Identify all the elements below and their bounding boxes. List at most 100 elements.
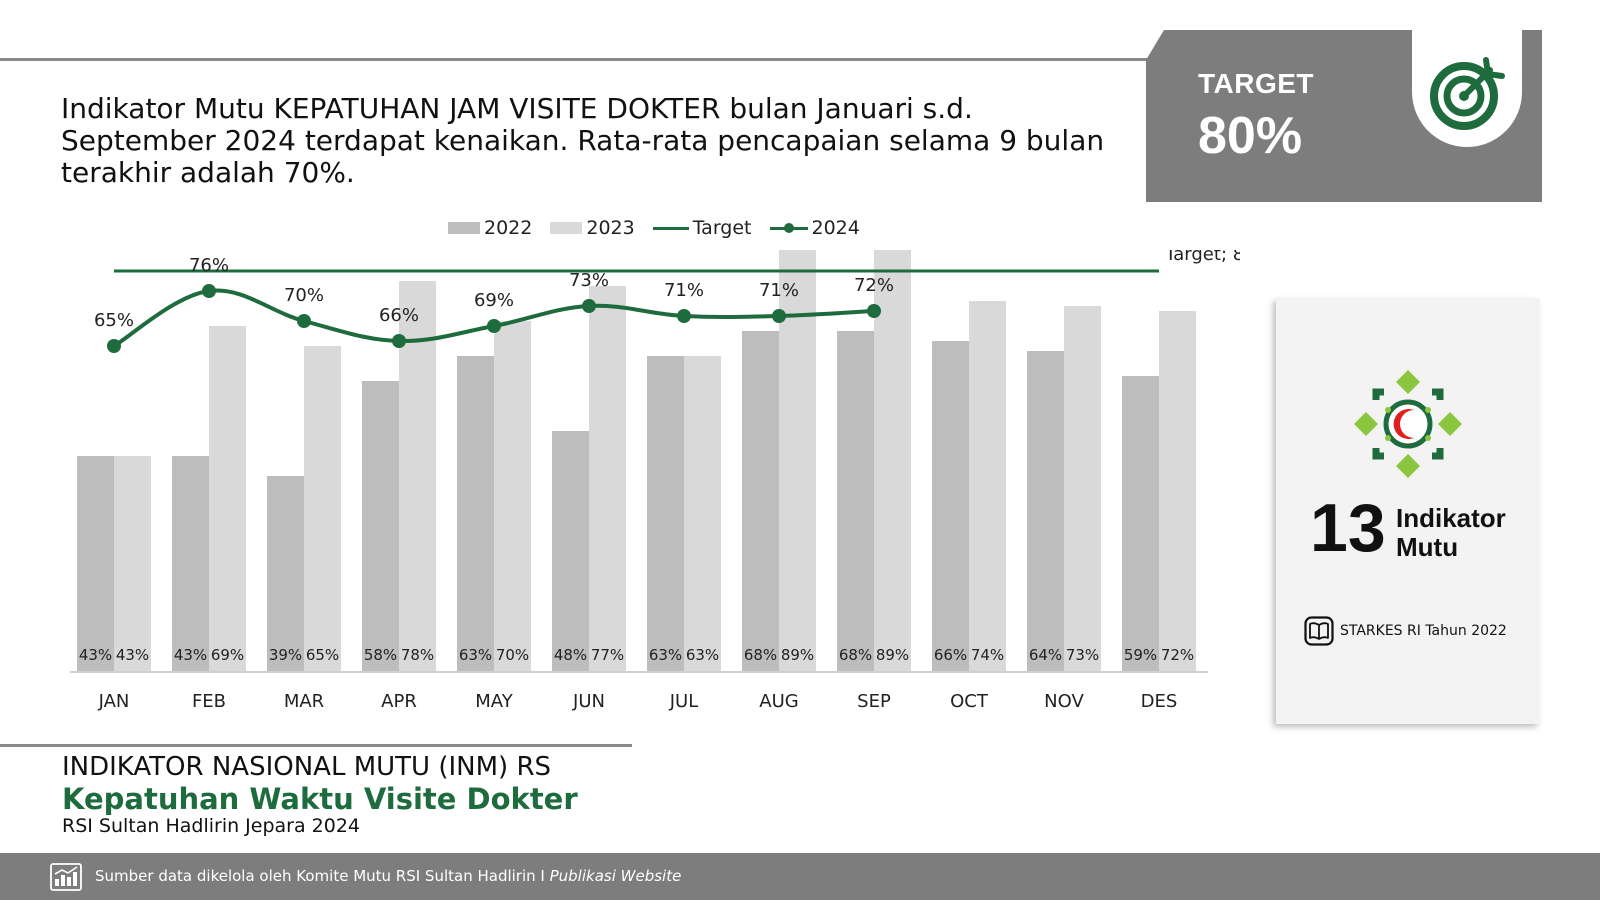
- bar-label-2022: 59%: [1124, 646, 1157, 664]
- bar-label-2023: 89%: [876, 646, 909, 664]
- target-line-label: Target; 80%: [1164, 250, 1240, 265]
- bar-2022: [362, 381, 399, 671]
- target-label: TARGET: [1198, 68, 1315, 99]
- point-2024: [297, 314, 311, 328]
- top-divider: [0, 58, 1160, 61]
- bar-2023: [304, 346, 341, 671]
- target-badge: [1412, 0, 1522, 147]
- legend-label-2023: 2023: [586, 217, 635, 239]
- point-2024: [107, 339, 121, 353]
- point-2024: [677, 309, 691, 323]
- point-2024: [392, 334, 406, 348]
- bar-2022: [172, 456, 209, 671]
- bar-label-2022: 39%: [269, 646, 302, 664]
- point-label-2024: 70%: [284, 285, 324, 306]
- bar-label-2023: 63%: [686, 646, 719, 664]
- point-label-2024: 71%: [664, 280, 704, 301]
- legend-swatch-2023: [550, 222, 583, 234]
- bar-2022: [1027, 351, 1064, 671]
- point-label-2024: 65%: [94, 310, 134, 331]
- source-text-main: Sumber data dikelola oleh Komite Mutu RS…: [95, 867, 550, 885]
- bar-label-2023: 77%: [591, 646, 624, 664]
- point-2024: [582, 299, 596, 313]
- x-tick-label: NOV: [1044, 691, 1084, 712]
- source-text: Sumber data dikelola oleh Komite Mutu RS…: [95, 867, 681, 885]
- bar-label-2023: 70%: [496, 646, 529, 664]
- bar-2022: [837, 331, 874, 671]
- legend-label-2024: 2024: [811, 217, 860, 239]
- point-label-2024: 73%: [569, 270, 609, 291]
- point-label-2024: 76%: [189, 255, 229, 276]
- bar-label-2022: 63%: [649, 646, 682, 664]
- point-2024: [772, 309, 786, 323]
- point-label-2024: 71%: [759, 280, 799, 301]
- bottom-divider: [0, 744, 632, 747]
- x-tick-label: JUN: [572, 691, 605, 712]
- bar-label-2023: 78%: [401, 646, 434, 664]
- target-icon: [1430, 57, 1505, 130]
- bar-2023: [1159, 311, 1196, 671]
- target-value: 80%: [1198, 107, 1303, 165]
- legend-item-target: Target: [652, 217, 752, 239]
- bar-2022: [1122, 376, 1159, 671]
- bar-2022: [742, 331, 779, 671]
- bar-2022: [267, 476, 304, 671]
- point-2024: [867, 304, 881, 318]
- bar-label-2023: 65%: [306, 646, 339, 664]
- bar-label-2022: 58%: [364, 646, 397, 664]
- legend-label-2022: 2022: [484, 217, 533, 239]
- bar-label-2023: 72%: [1161, 646, 1194, 664]
- indicator-source-text: STARKES RI Tahun 2022: [1340, 623, 1507, 639]
- indicator-card: 13 Indikator Mutu STARKES RI Tahun 2022: [1276, 298, 1540, 724]
- x-tick-label: MAR: [284, 691, 324, 712]
- legend-item-2024: 2024: [769, 217, 860, 239]
- source-text-italic: Publikasi Website: [549, 867, 682, 885]
- bar-label-2023: 74%: [971, 646, 1004, 664]
- footer-title: INDIKATOR NASIONAL MUTU (INM) RS: [62, 752, 552, 782]
- x-tick-label: APR: [381, 691, 417, 712]
- bar-2023: [684, 356, 721, 671]
- bar-2023: [589, 286, 626, 671]
- bar-2023: [969, 301, 1006, 671]
- point-label-2024: 66%: [379, 305, 419, 326]
- bar-label-2022: 48%: [554, 646, 587, 664]
- bar-2023: [874, 250, 911, 671]
- bar-2023: [779, 250, 816, 671]
- legend-item-2023: 2023: [550, 217, 635, 239]
- legend-label-target: Target: [692, 217, 752, 239]
- book-icon: [1304, 616, 1334, 646]
- x-tick-label: JAN: [98, 691, 130, 712]
- bar-label-2023: 43%: [116, 646, 149, 664]
- hospital-emblem-icon: [1354, 370, 1462, 478]
- bar-label-2022: 43%: [79, 646, 112, 664]
- bar-label-2022: 63%: [459, 646, 492, 664]
- bar-2023: [399, 281, 436, 671]
- bar-label-2023: 89%: [781, 646, 814, 664]
- x-tick-label: JUL: [669, 691, 699, 712]
- bar-2022: [457, 356, 494, 671]
- bar-2023: [114, 456, 151, 671]
- point-2024: [487, 319, 501, 333]
- bar-label-2022: 43%: [174, 646, 207, 664]
- x-tick-label: OCT: [950, 691, 989, 712]
- headline-text: Indikator Mutu KEPATUHAN JAM VISITE DOKT…: [61, 92, 1105, 189]
- bar-2023: [494, 321, 531, 671]
- x-tick-label: FEB: [192, 691, 226, 712]
- legend-swatch-target: [652, 226, 689, 230]
- footer-subtitle: Kepatuhan Waktu Visite Dokter: [62, 782, 578, 816]
- legend-swatch-2024: [769, 222, 808, 233]
- bar-2022: [552, 431, 589, 671]
- bar-2023: [209, 326, 246, 671]
- bar-label-2022: 68%: [839, 646, 872, 664]
- x-tick-label: MAY: [475, 691, 513, 712]
- bar-label-2023: 69%: [211, 646, 244, 664]
- bar-label-2023: 73%: [1066, 646, 1099, 664]
- indicator-source: STARKES RI Tahun 2022: [1304, 616, 1507, 646]
- legend-item-2022: 2022: [448, 217, 532, 239]
- point-label-2024: 72%: [854, 275, 894, 296]
- indicator-label: Indikator Mutu: [1396, 503, 1506, 562]
- x-tick-label: AUG: [759, 691, 798, 712]
- bar-2022: [932, 341, 969, 671]
- bar-label-2022: 68%: [744, 646, 777, 664]
